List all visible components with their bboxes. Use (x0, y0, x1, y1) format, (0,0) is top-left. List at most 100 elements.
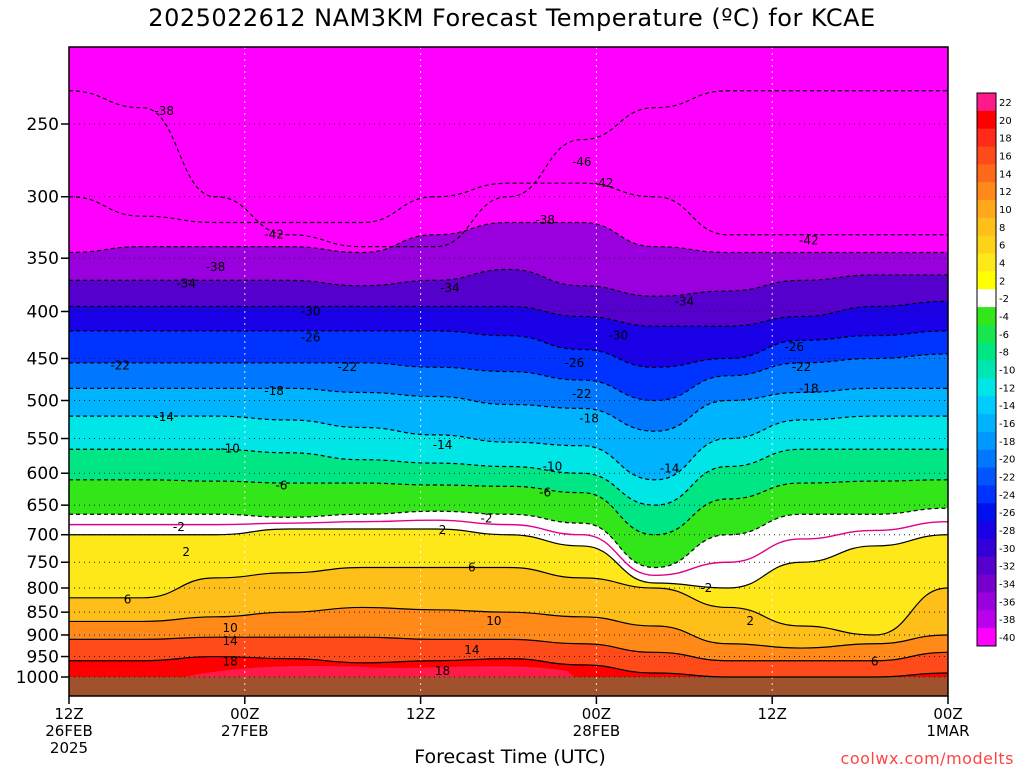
colorbar-cell (977, 378, 996, 397)
y-tick-label: 750 (27, 553, 59, 573)
y-tick-label: 300 (27, 188, 59, 208)
colorbar-cell (977, 538, 996, 558)
chart-title: 2025022612 NAM3KM Forecast Temperature (… (148, 4, 876, 32)
colorbar-cell (977, 271, 996, 290)
colorbar-frame (976, 92, 997, 647)
colorbar-label: 8 (999, 223, 1005, 234)
contour-label: -18 (264, 384, 284, 398)
colorbar-label: -22 (999, 473, 1015, 484)
colorbar-cell (977, 449, 996, 469)
contour-label: 18 (435, 664, 450, 678)
contour-label: 14 (223, 634, 238, 648)
isotherm-2 (69, 528, 948, 589)
colorbar-label: -20 (999, 455, 1015, 466)
x-tick-label: 12Z (54, 705, 83, 723)
isotherm-18 (69, 655, 948, 678)
contour-label: -22 (338, 360, 358, 374)
y-tick-label: 400 (27, 302, 59, 322)
colorbar-cell (977, 467, 996, 486)
isotherm--2 (69, 507, 948, 569)
y-tick-label: 950 (27, 648, 59, 668)
colorbar-cell (977, 128, 996, 148)
x-tick-label: 27FEB (221, 722, 268, 740)
colorbar-cell (977, 396, 996, 415)
x-tick-label: 2025 (50, 739, 88, 757)
contour-label: -34 (440, 281, 460, 295)
colorbar-cell (977, 217, 996, 237)
contour-label: -42 (594, 176, 614, 190)
colorbar-label: -24 (999, 490, 1015, 501)
x-tick-label: 28FEB (573, 722, 620, 740)
isotherm-6 (69, 566, 948, 636)
contour-label: -34 (674, 294, 694, 308)
contour-label: -26 (301, 331, 321, 345)
contour-label: 6 (124, 592, 132, 606)
contour-label: 2 (746, 614, 754, 628)
colorbar-cell (977, 556, 996, 576)
isotherm--46 (69, 90, 948, 248)
contour-labels: -38-46-42-38-42 -42-38-34 -34-34-30-30-26-… (110, 104, 878, 678)
isotherm--30 (69, 300, 948, 327)
colorbar-label: -10 (999, 366, 1015, 377)
colorbar-label: 20 (999, 116, 1012, 127)
colorbar-cell (977, 307, 996, 326)
y-tick-label: 700 (27, 526, 59, 546)
colorbar-label: 6 (999, 241, 1005, 252)
colorbar-label: 12 (999, 187, 1012, 198)
colorbar-cell (977, 503, 996, 522)
colorbar-label: -8 (999, 348, 1009, 359)
colorbar-label: -36 (999, 597, 1015, 608)
y-tick-label: 250 (27, 115, 59, 135)
y-tick-label: 550 (27, 430, 59, 450)
isotherm--22 (69, 353, 948, 402)
contour-label: -14 (660, 462, 680, 476)
y-tick-label: 600 (27, 464, 59, 484)
colorbar-label: 22 (999, 98, 1012, 109)
x-tick-label: 00Z (582, 705, 611, 723)
contour-label: -46 (572, 155, 592, 169)
contour-label: -26 (784, 340, 804, 354)
y-tick-label: 500 (27, 392, 59, 412)
colorbar-label: 10 (999, 205, 1012, 216)
colorbar-cell (977, 164, 996, 183)
contour-label: 2 (182, 545, 190, 559)
colorbar-label: -40 (999, 633, 1015, 644)
contour-label: -2 (481, 511, 493, 525)
y-tick-label: 900 (27, 626, 59, 646)
colorbar-label: -32 (999, 562, 1015, 573)
colorbar-label: -30 (999, 544, 1015, 555)
colorbar-cell (977, 110, 996, 130)
isotherm--42 (69, 182, 948, 236)
contour-label: -38 (206, 260, 226, 274)
colorbar-legend: 22 20 18 16 14 12 10 8 6 4 2 -2 -4 -6 -8 -10 -12 -14 -16 -1… (976, 92, 1015, 647)
ground-surface (69, 677, 948, 696)
colorbar-cell (977, 182, 996, 201)
colorbar-label: -2 (999, 294, 1009, 305)
x-axis-title: Forecast Time (UTC) (414, 746, 606, 768)
contour-label: -10 (220, 442, 240, 456)
colorbar-cell (977, 235, 996, 255)
colorbar-label: -26 (999, 508, 1015, 519)
colorbar-label: 14 (999, 169, 1012, 180)
contour-label: -14 (154, 410, 174, 424)
colorbar-cell (977, 414, 996, 433)
contour-label: -10 (543, 460, 563, 474)
contour-label: -6 (275, 479, 287, 493)
contour-label: -22 (572, 387, 592, 401)
colorbar-cell (977, 574, 996, 593)
colorbar-cell (977, 200, 996, 219)
y-tick-label: 800 (27, 579, 59, 599)
contour-label: -18 (579, 411, 599, 425)
contour-label: -26 (565, 356, 585, 370)
x-tick-label: 12Z (758, 705, 787, 723)
colorbar-label: -28 (999, 526, 1015, 537)
x-tick-label: 26FEB (45, 722, 92, 740)
credit-link[interactable]: coolwx.com/modelts (840, 749, 1014, 768)
isotherm--10 (69, 448, 948, 506)
colorbar-label: 2 (999, 276, 1005, 287)
colorbar-cell (977, 146, 996, 165)
colorbar-cell (977, 93, 996, 112)
contour-label: -34 (176, 277, 196, 291)
colorbar-cell (977, 521, 996, 540)
